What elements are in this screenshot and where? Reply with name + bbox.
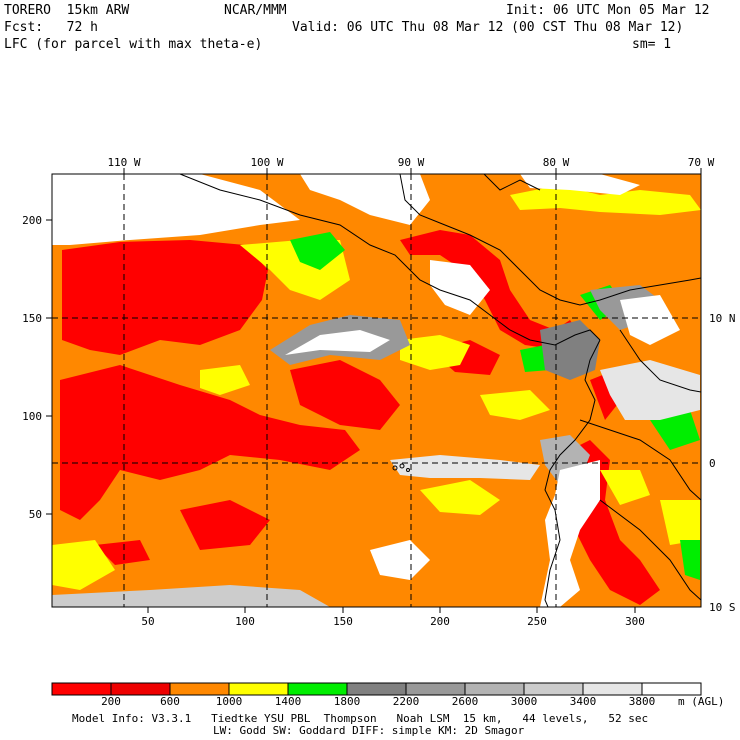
white-region-central-america xyxy=(430,260,490,315)
yellow-region-southwest xyxy=(52,540,115,590)
valid-time: Valid: 06 UTC Thu 08 Mar 12 (00 CST Thu … xyxy=(292,20,684,35)
init-time: Init: 06 UTC Mon 05 Mar 12 xyxy=(506,3,710,18)
green-region-east xyxy=(520,345,550,372)
lat-label-10s: 10 S xyxy=(709,601,736,614)
legend-swatch xyxy=(405,682,466,696)
coastline-caribbean xyxy=(399,174,701,306)
white-region-central xyxy=(285,330,390,355)
footer-physics-info: LW: Godd SW: Goddard DIFF: simple KM: 2D… xyxy=(213,724,525,737)
legend-labels: 200 600 1000 1400 1800 2200 2600 3000 3400 3800 xyxy=(101,695,655,708)
legend-tick-label: 600 xyxy=(160,695,180,708)
legend-tick-label: 3800 xyxy=(629,695,656,708)
white-region-venezuela xyxy=(620,295,680,345)
white-region-mexico xyxy=(300,174,430,225)
lat-lon-grid xyxy=(52,174,701,607)
border-peru-east xyxy=(599,499,701,601)
legend-tick-label: 200 xyxy=(101,695,121,708)
white-region-mexico-pacific xyxy=(52,174,300,245)
lon-label-90w: 90 W xyxy=(398,156,425,169)
field-name: LFC (for parcel with max theta-e) xyxy=(4,37,263,52)
legend-tick-label: 2600 xyxy=(452,695,479,708)
legend-swatch xyxy=(346,682,407,696)
lon-label-100w: 100 W xyxy=(250,156,283,169)
lat-label-10n: 10 N xyxy=(709,312,736,325)
yellow-region-peru xyxy=(660,500,700,545)
red-region-northwest xyxy=(62,240,268,355)
legend-tick-label: 3000 xyxy=(511,695,538,708)
red-region-south xyxy=(180,500,270,550)
border-colombia-venezuela xyxy=(619,329,701,393)
legend-swatch xyxy=(110,682,171,696)
red-region-southwest xyxy=(95,540,150,565)
grid-x-label-300: 300 xyxy=(625,615,645,628)
green-region-north xyxy=(290,232,345,270)
grid-y-label-100: 100 xyxy=(22,410,42,423)
yellow-region-west xyxy=(200,365,250,395)
legend-swatch xyxy=(464,682,525,696)
legend-tick-label: 3400 xyxy=(570,695,597,708)
lon-label-80w: 80 W xyxy=(543,156,570,169)
green-region-peru xyxy=(680,540,700,580)
map-ticks xyxy=(46,168,702,613)
grid-y-label-50: 50 xyxy=(29,508,42,521)
gray-region-south-edge xyxy=(52,585,330,607)
legend-tick-label: 1400 xyxy=(275,695,302,708)
green-region-colombia xyxy=(650,410,700,450)
lon-label-110w: 110 W xyxy=(107,156,140,169)
legend-swatch xyxy=(523,682,584,696)
legend-swatch xyxy=(228,682,289,696)
coastlines xyxy=(179,174,701,607)
legend-tick-label: 2200 xyxy=(393,695,420,708)
galapagos-island-2 xyxy=(399,463,405,469)
coastline-central-america-pacific xyxy=(179,174,601,346)
lightgray-region-colombia xyxy=(600,360,700,420)
grid-y-label-150: 150 xyxy=(22,312,42,325)
border-ecuador-peru xyxy=(579,419,701,501)
coastline-cuba xyxy=(483,174,541,191)
lightgray-region-galapagos xyxy=(390,455,540,480)
red-region-central-west xyxy=(60,365,360,520)
galapagos-island-3 xyxy=(406,468,410,472)
lon-label-70w: 70 W xyxy=(688,156,715,169)
legend-tick-label: 1000 xyxy=(216,695,243,708)
legend-swatch xyxy=(169,682,230,696)
grid-x-label-100: 100 xyxy=(235,615,255,628)
white-region-south xyxy=(370,540,430,580)
legend-swatch xyxy=(287,682,348,696)
forecast-hour: Fcst: 72 h xyxy=(4,20,98,35)
map-frame xyxy=(51,173,702,608)
white-region-andes xyxy=(540,460,600,607)
yellow-region-ecuador xyxy=(600,470,650,505)
white-region-caribbean-north xyxy=(520,174,640,195)
grid-x-label-200: 200 xyxy=(430,615,450,628)
map-field-layer xyxy=(52,174,701,607)
red-region-central xyxy=(290,360,400,430)
legend-swatch xyxy=(641,682,702,696)
smoothing-label: sm= 1 xyxy=(632,37,672,52)
grid-x-label-250: 250 xyxy=(527,615,547,628)
yellow-region-caribbean xyxy=(510,185,701,215)
grid-x-label-50: 50 xyxy=(141,615,154,628)
gray-region-colombia xyxy=(540,320,600,380)
lat-label-0: 0 xyxy=(709,457,716,470)
grid-y-label-200: 200 xyxy=(22,214,42,227)
model-name: TORERO 15km ARW xyxy=(4,3,130,18)
yellow-region-east xyxy=(480,390,550,420)
legend-units: m (AGL) xyxy=(678,695,724,708)
yellow-region-center xyxy=(400,335,470,370)
center-name: NCAR/MMM xyxy=(224,3,287,18)
legend-swatches xyxy=(51,682,702,696)
yellow-region-southcenter xyxy=(420,480,500,515)
legend-swatch xyxy=(51,682,112,696)
footer-model-info: Model Info: V3.3.1 Tiedtke YSU PBL Thomp… xyxy=(72,712,649,725)
legend-swatch xyxy=(582,682,643,696)
grid-x-label-150: 150 xyxy=(333,615,353,628)
galapagos-island-1 xyxy=(392,465,398,471)
legend-tick-label: 1800 xyxy=(334,695,361,708)
